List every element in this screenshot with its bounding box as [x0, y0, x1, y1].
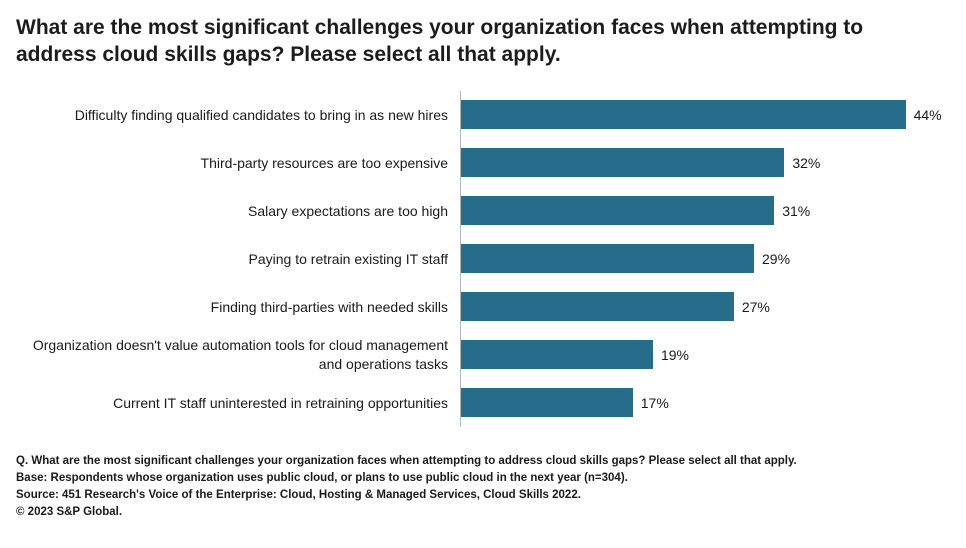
chart-title: What are the most significant challenges… [16, 16, 864, 67]
bar [461, 148, 785, 178]
bar [461, 244, 755, 274]
chart-row: Organization doesn't value automation to… [16, 330, 946, 379]
chart-row: Finding third-parties with needed skills… [16, 282, 946, 331]
chart-row: Third-party resources are too expensive 3… [16, 138, 946, 187]
category-label: Paying to retrain existing IT staff [248, 250, 448, 267]
value-label: 19% [660, 346, 689, 363]
value-label: 17% [640, 394, 669, 411]
value-label: 44% [913, 106, 942, 123]
bar-area: 29% [460, 234, 946, 283]
bar [461, 100, 906, 130]
bar-area: 31% [460, 186, 946, 235]
footnote-source: Source: 451 Research's Voice of the Ente… [16, 489, 581, 502]
chart-row: Paying to retrain existing IT staff 29% [16, 234, 946, 283]
bar-area: 44% [460, 90, 946, 139]
footnote-question: Q. What are the most significant challen… [16, 454, 797, 467]
chart-footnotes: Q. What are the most significant challen… [16, 453, 946, 522]
bar [461, 388, 633, 418]
bar [461, 196, 775, 226]
chart-row: Difficulty finding qualified candidates … [16, 90, 946, 139]
category-label: Salary expectations are too high [247, 202, 448, 219]
bar [461, 340, 653, 370]
category-label: Third-party resources are too expensive [200, 154, 448, 171]
bar-area: 32% [460, 138, 946, 187]
category-label: Difficulty finding qualified candidates … [74, 106, 448, 123]
bar-area: 27% [460, 282, 946, 331]
category-label: Finding third-parties with needed skills [210, 298, 448, 315]
chart-row: Current IT staff uninterested in retrain… [16, 378, 946, 427]
bar-area: 19% [460, 330, 946, 379]
value-label: 29% [762, 250, 791, 267]
footnote-base: Base: Respondents whose organization use… [16, 471, 628, 484]
bar-chart: Difficulty finding qualified candidates … [16, 90, 946, 427]
value-label: 31% [782, 202, 811, 219]
bar-area: 17% [460, 378, 946, 427]
category-label: Organization doesn't value automation to… [32, 337, 448, 372]
footnote-copyright: © 2023 S&P Global. [16, 506, 123, 519]
value-label: 27% [741, 298, 770, 315]
bar [461, 292, 734, 322]
category-label: Current IT staff uninterested in retrain… [113, 394, 448, 411]
value-label: 32% [792, 154, 821, 171]
chart-row: Salary expectations are too high 31% [16, 186, 946, 235]
